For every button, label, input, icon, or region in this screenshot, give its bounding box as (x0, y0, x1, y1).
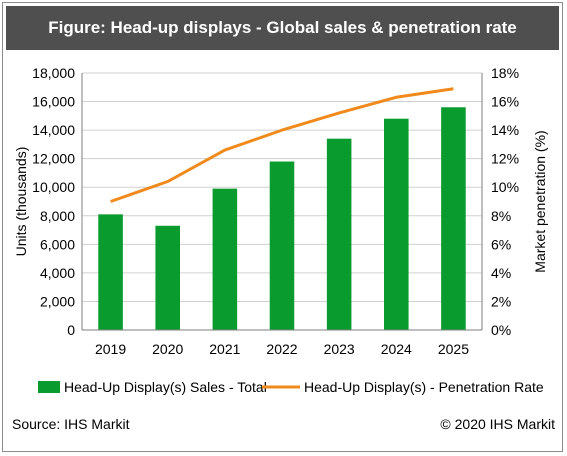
y2-tick-label: 18% (491, 65, 519, 81)
y2-axis-title: Market penetration (%) (532, 130, 548, 272)
y-tick-label: 0 (67, 322, 75, 338)
y-tick-label: 8,000 (40, 208, 75, 224)
y2-tick-label: 4% (491, 265, 511, 281)
bar (326, 138, 352, 330)
line-series (110, 87, 454, 203)
bar (212, 188, 238, 330)
legend: Head-Up Display(s) Sales - Total Head-Up … (38, 379, 544, 395)
bar (384, 118, 409, 330)
y2-tick-label: 0% (491, 322, 511, 338)
x-tick-label: 2020 (152, 341, 183, 357)
y2-tick-label: 6% (491, 236, 511, 252)
legend-label: Head-Up Display(s) Sales - Total (64, 379, 267, 395)
x-tick-label: 2021 (209, 341, 240, 357)
x-tick-label: 2022 (266, 341, 297, 357)
y2-tick-label: 8% (491, 208, 511, 224)
y2-tick-label: 12% (491, 151, 519, 167)
y-tick-label: 14,000 (32, 122, 75, 138)
y-tick-label: 12,000 (32, 151, 75, 167)
x-tick-label: 2023 (324, 341, 355, 357)
y-tick-label: 16,000 (32, 94, 75, 110)
bar (155, 225, 180, 330)
y2-tick-label: 10% (491, 179, 519, 195)
x-tick-label: 2025 (438, 341, 469, 357)
y-tick-label: 6,000 (40, 236, 75, 252)
y2-tick-label: 2% (491, 293, 511, 309)
y-axis-title: Units (thousands) (13, 147, 29, 257)
bar (98, 214, 123, 330)
x-tick-label: 2024 (381, 341, 412, 357)
bar-series (98, 107, 466, 331)
bar (269, 161, 295, 330)
y2-tick-label: 16% (491, 94, 519, 110)
copyright-note: © 2020 IHS Markit (440, 416, 555, 432)
y-tick-label: 18,000 (32, 65, 75, 81)
y2-tick-label: 14% (491, 122, 519, 138)
chart-title: Figure: Head-up displays - Global sales … (6, 6, 559, 50)
legend-bar-swatch (38, 381, 60, 393)
axes: 0 0% 2,000 2% 4,000 4% 6,000 6% 8,000 8% 10,000 10%… (13, 65, 548, 357)
y-tick-label: 10,000 (32, 179, 75, 195)
source-note: Source: IHS Markit (12, 416, 130, 432)
bar (441, 107, 466, 331)
x-tick-label: 2019 (95, 341, 126, 357)
y-tick-label: 2,000 (40, 293, 75, 309)
y-tick-label: 4,000 (40, 265, 75, 281)
legend-label: Head-Up Display(s) - Penetration Rate (304, 379, 544, 395)
